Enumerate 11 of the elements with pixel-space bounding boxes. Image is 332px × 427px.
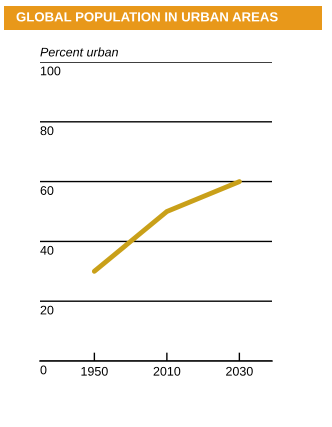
y-tick-label: 80 (40, 126, 54, 136)
x-tick-label: 2010 (154, 366, 180, 376)
x-tick-label: 2030 (226, 366, 253, 376)
y-tick-label: 20 (40, 306, 54, 315)
y-axis-title: Percent urban (40, 47, 118, 57)
y-tick-label: 40 (40, 246, 54, 255)
y-tick-label: 60 (40, 186, 54, 195)
chart-title: GLOBAL POPULATION IN URBAN AREAS (16, 12, 278, 22)
x-tick-label: 1950 (81, 366, 108, 376)
y-tick-label: 100 (40, 66, 60, 76)
y-tick-label: 0 (40, 365, 46, 374)
